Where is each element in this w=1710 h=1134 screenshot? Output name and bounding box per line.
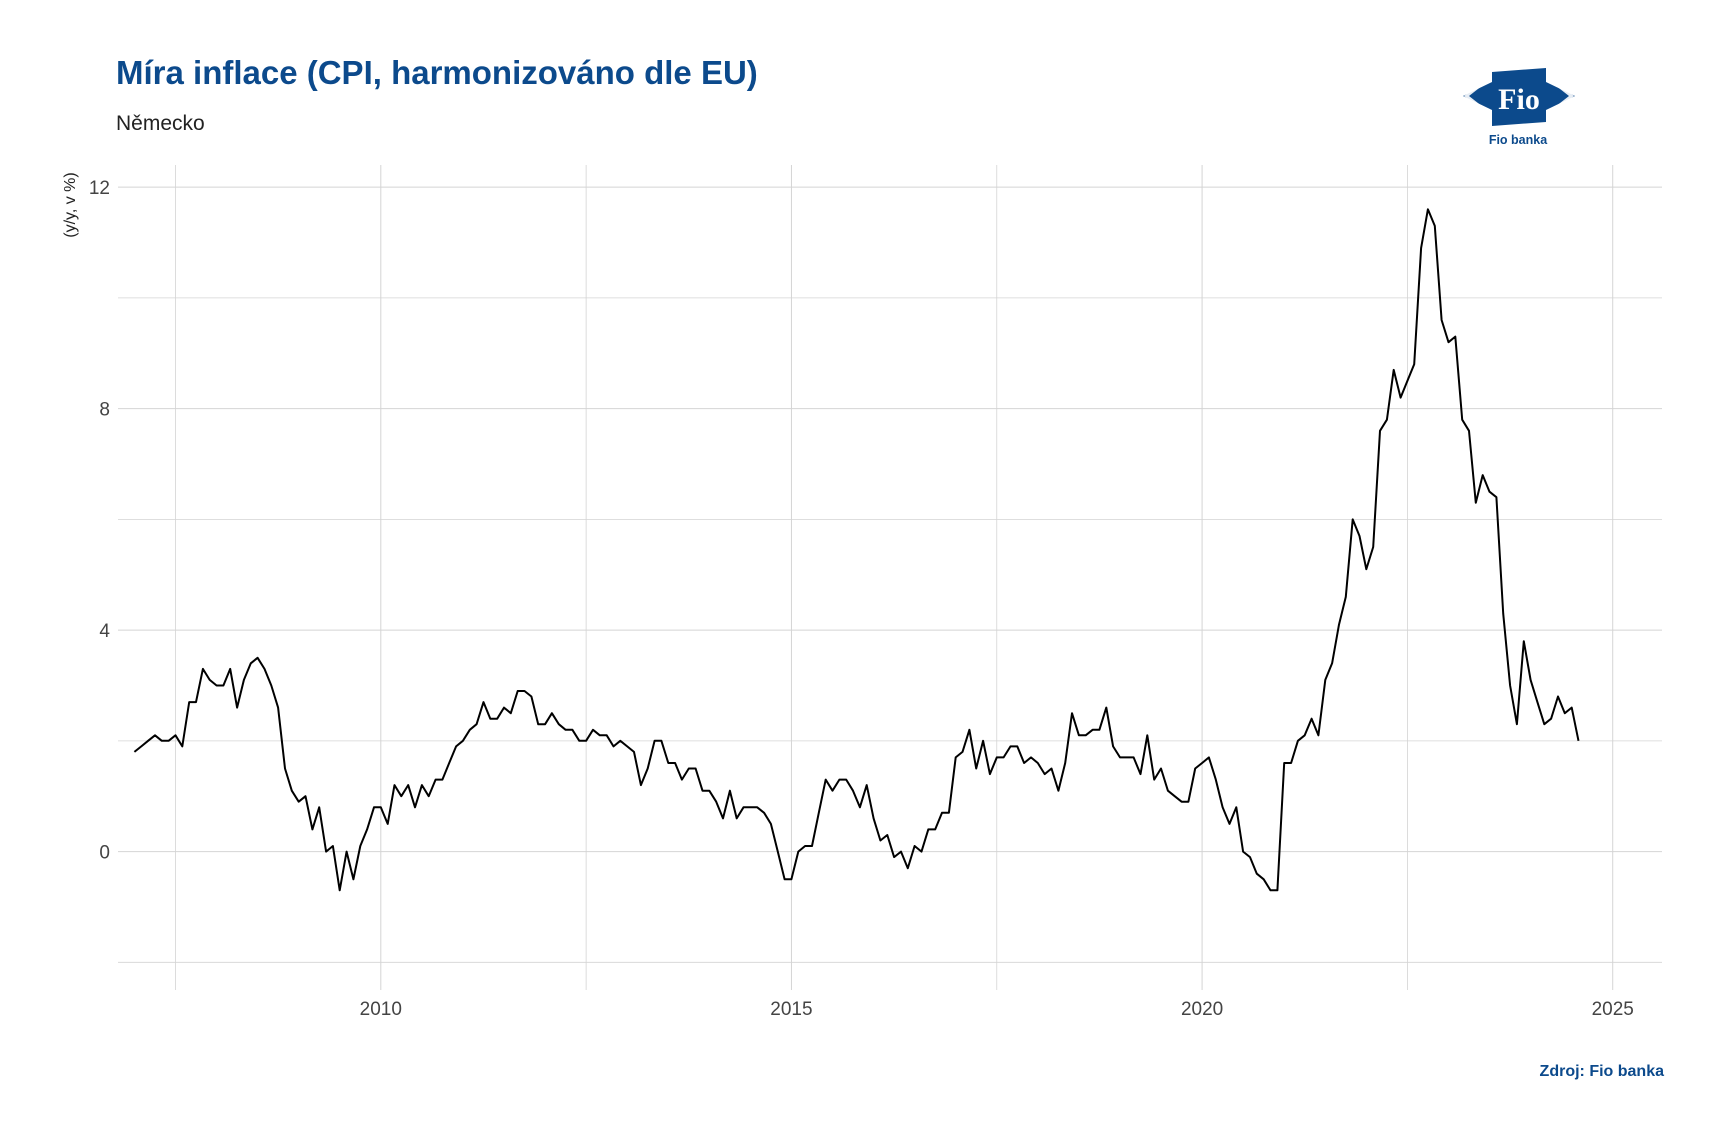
source-note: Zdroj: Fio banka bbox=[1539, 1063, 1664, 1080]
fio-banka-logo: Fio bbox=[1462, 64, 1576, 150]
y-tick-label: 0 bbox=[99, 843, 110, 864]
x-tick-label: 2020 bbox=[1181, 999, 1223, 1020]
y-tick-label: 8 bbox=[99, 400, 110, 421]
fio-logo-icon: Fio bbox=[1463, 68, 1575, 126]
logo-wordmark: Fio banka bbox=[1488, 133, 1548, 147]
x-tick-label: 2025 bbox=[1592, 999, 1634, 1020]
chart-title: Míra inflace (CPI, harmonizováno dle EU) bbox=[116, 54, 758, 91]
y-axis-ticks: 0 4 8 12 bbox=[89, 178, 111, 863]
y-tick-label: 12 bbox=[89, 178, 110, 199]
y-tick-label: 4 bbox=[99, 621, 110, 642]
minor-gridlines bbox=[118, 165, 1662, 990]
series-line bbox=[133, 208, 1580, 892]
x-tick-label: 2015 bbox=[770, 999, 812, 1020]
x-tick-label: 2010 bbox=[360, 999, 402, 1020]
svg-text:Fio: Fio bbox=[1498, 83, 1540, 116]
chart-subtitle: Německo bbox=[116, 112, 205, 135]
series-group bbox=[133, 208, 1580, 892]
major-gridlines bbox=[118, 165, 1662, 990]
y-axis-title: (y/y, v %) bbox=[62, 172, 79, 237]
x-axis-ticks: 2010 2015 2020 2025 bbox=[360, 999, 1634, 1020]
